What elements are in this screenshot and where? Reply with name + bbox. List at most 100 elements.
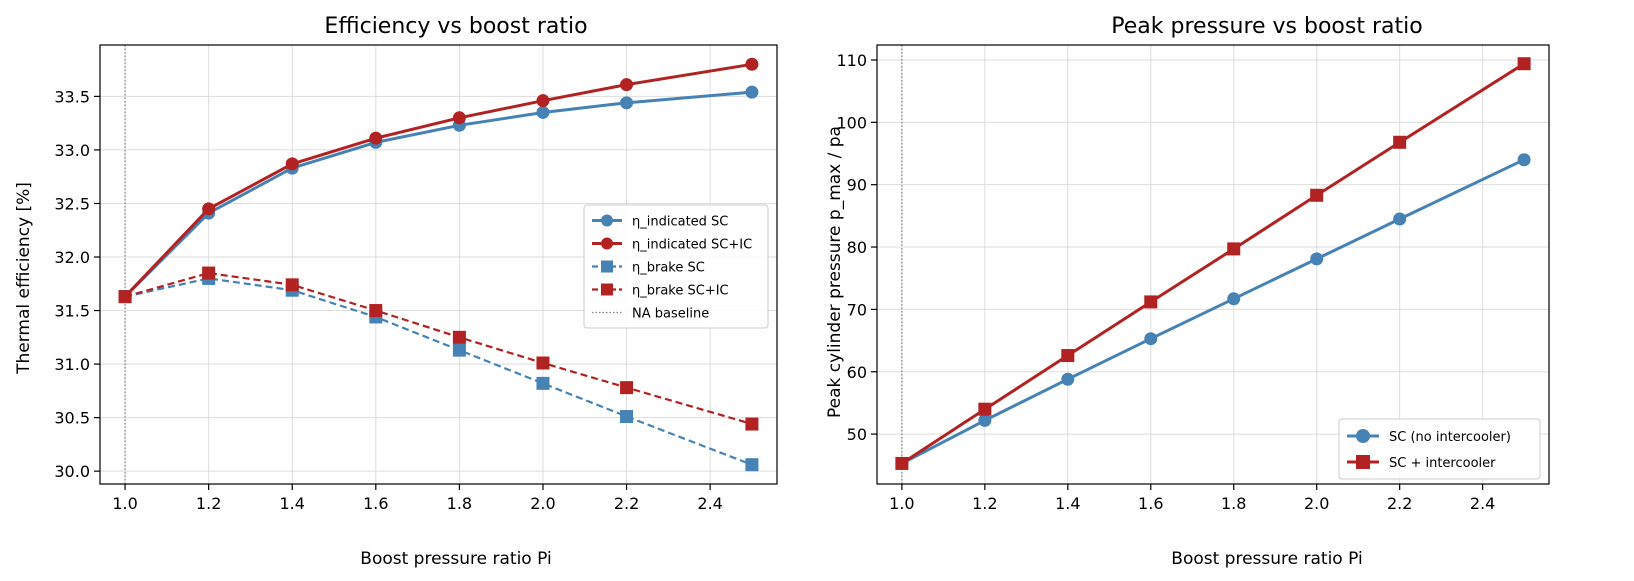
x-tick-label: 2.4	[697, 494, 722, 513]
data-point	[118, 290, 132, 304]
y-tick-label: 100	[836, 113, 867, 132]
data-point	[620, 78, 634, 92]
legend-entry: SC + intercooler	[1347, 455, 1496, 471]
data-point	[452, 343, 466, 357]
chart-title: Efficiency vs boost ratio	[324, 14, 587, 39]
x-tick-label: 2.0	[1304, 494, 1329, 513]
x-tick-label: 1.6	[1138, 494, 1163, 513]
data-point	[620, 410, 634, 424]
data-point	[369, 304, 383, 318]
legend-marker	[601, 214, 613, 227]
data-point	[1393, 212, 1407, 226]
x-axis-label: Boost pressure ratio Pi	[360, 549, 551, 569]
legend-entry: η_indicated SC+IC	[592, 237, 752, 253]
y-tick-label: 90	[847, 176, 867, 195]
data-point	[745, 458, 759, 472]
data-point	[285, 157, 299, 171]
legend-label: SC + intercooler	[1389, 456, 1496, 471]
legend-marker	[1356, 429, 1370, 443]
series-line	[124, 90, 753, 298]
series-1	[895, 57, 1531, 470]
data-point	[1061, 372, 1075, 386]
y-axis-label: Thermal efficiency [%]	[14, 182, 34, 375]
series-3	[118, 266, 759, 431]
legend-label: η_brake SC	[632, 261, 705, 276]
data-point	[1517, 153, 1531, 167]
x-tick-label: 2.2	[614, 494, 639, 513]
y-tick-label: 30.5	[54, 409, 90, 428]
data-point	[745, 57, 759, 71]
y-tick-label: 50	[847, 425, 867, 444]
chart-title: Peak pressure vs boost ratio	[1111, 14, 1422, 39]
x-tick-label: 1.8	[1221, 494, 1246, 513]
data-point	[536, 105, 550, 119]
series-1	[118, 57, 759, 304]
x-tick-label: 1.2	[196, 494, 221, 513]
data-point	[978, 413, 992, 427]
x-tick-label: 1.4	[1055, 494, 1080, 513]
y-tick-label: 31.5	[54, 302, 90, 321]
y-tick-label: 110	[836, 51, 867, 70]
y-tick-label: 31.0	[54, 355, 90, 374]
data-point	[1393, 135, 1407, 149]
x-tick-label: 1.0	[112, 494, 137, 513]
data-point	[1310, 252, 1324, 266]
legend-label: η_indicated SC	[632, 215, 728, 230]
data-point	[536, 356, 550, 370]
y-tick-label: 80	[847, 238, 867, 257]
x-tick-label: 1.4	[280, 494, 305, 513]
legend-box	[583, 204, 769, 329]
data-point	[202, 202, 216, 216]
legend-label: SC (no intercooler)	[1389, 430, 1511, 445]
series-line	[901, 62, 1525, 465]
series-0	[895, 153, 1531, 470]
legend-entry: SC (no intercooler)	[1347, 429, 1511, 445]
data-point	[1144, 332, 1158, 346]
data-point	[1227, 242, 1241, 256]
data-point	[1144, 295, 1158, 309]
data-point	[369, 131, 383, 145]
x-tick-label: 1.0	[889, 494, 914, 513]
data-point	[745, 417, 759, 431]
x-tick-label: 1.6	[363, 494, 388, 513]
data-point	[452, 111, 466, 125]
legend-label: η_indicated SC+IC	[632, 238, 752, 253]
legend-marker	[1356, 455, 1370, 469]
series-line	[124, 277, 753, 466]
legend: SC (no intercooler) SC + intercooler	[1338, 418, 1541, 480]
legend-marker	[601, 283, 613, 296]
x-tick-label: 1.8	[447, 494, 472, 513]
legend-marker	[601, 260, 613, 273]
x-tick-label: 2.2	[1387, 494, 1412, 513]
x-tick-label: 2.4	[1470, 494, 1495, 513]
data-point	[978, 402, 992, 416]
peak-pressure-chart: Peak pressure vs boost ratio Boost press…	[825, 14, 1550, 569]
y-tick-label: 32.0	[54, 248, 90, 267]
x-tick-label: 2.0	[530, 494, 555, 513]
legend-entry: NA baseline	[592, 307, 709, 322]
x-tick-label: 1.2	[972, 494, 997, 513]
y-tick-label: 30.0	[54, 462, 90, 481]
data-point	[536, 376, 550, 390]
data-point	[1061, 349, 1075, 363]
efficiency-chart: Efficiency vs boost ratio Boost pressure…	[14, 14, 778, 569]
plot-frame	[876, 44, 1550, 485]
series-line	[901, 158, 1525, 465]
y-tick-label: 70	[847, 300, 867, 319]
series-line	[124, 272, 753, 426]
data-point	[202, 266, 216, 280]
y-tick-label: 32.5	[54, 194, 90, 213]
data-point	[620, 96, 634, 110]
data-point	[895, 456, 909, 470]
legend-entry: η_brake SC	[592, 260, 705, 276]
y-tick-label: 60	[847, 363, 867, 382]
plot-frame	[99, 44, 778, 485]
data-point	[745, 85, 759, 99]
data-point	[1310, 188, 1324, 202]
legend: η_indicated SC η_indicated SC+IC η_brake S…	[583, 204, 769, 329]
data-point	[620, 381, 634, 395]
data-point	[1227, 292, 1241, 306]
data-point	[452, 330, 466, 344]
legend-entry: η_brake SC+IC	[592, 283, 729, 299]
